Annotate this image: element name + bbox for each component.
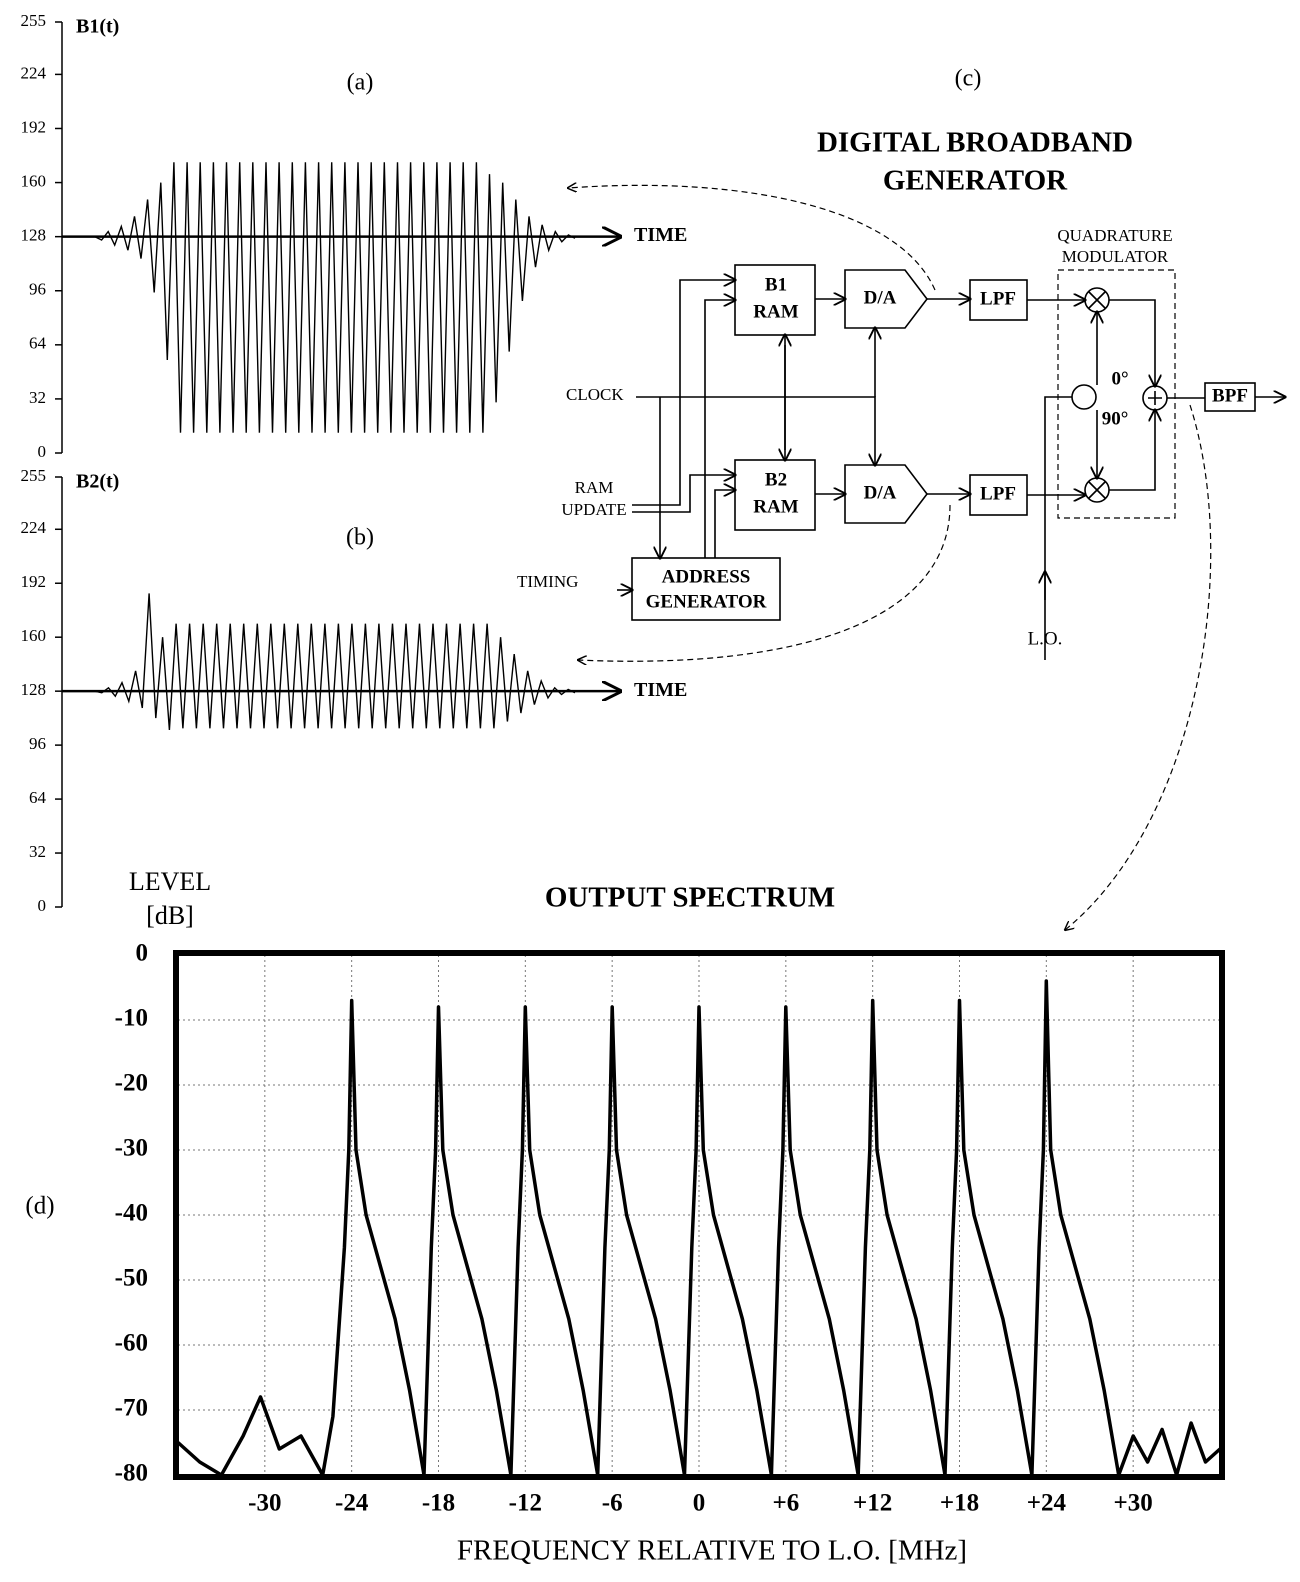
waveform bbox=[94, 162, 576, 433]
x-axis-label: FREQUENCY RELATIVE TO L.O. [MHz] bbox=[457, 1535, 967, 1567]
block-label: B1 bbox=[765, 274, 787, 295]
x-axis-label: TIME bbox=[634, 224, 687, 246]
block-label: B2 bbox=[765, 469, 787, 490]
y-tick-label: 96 bbox=[29, 734, 46, 753]
dac-1 bbox=[844, 269, 929, 329]
y-tick-label: 0 bbox=[38, 442, 47, 461]
y-tick-label: -50 bbox=[115, 1265, 148, 1292]
x-tick-label: -30 bbox=[248, 1490, 281, 1517]
plot-frame bbox=[173, 950, 1225, 1480]
block-label: RAM bbox=[753, 301, 798, 322]
x-tick-label: -12 bbox=[509, 1490, 542, 1517]
y-axis-label: LEVEL bbox=[129, 867, 211, 896]
block-label: LPF bbox=[980, 288, 1016, 309]
input-label: TIMING bbox=[517, 572, 578, 591]
block-label: QUADRATURE bbox=[1057, 226, 1172, 245]
y-axis-label: B1(t) bbox=[76, 16, 119, 38]
block-label: GENERATOR bbox=[646, 591, 767, 612]
dashed-link bbox=[1065, 404, 1212, 930]
mixer-x bbox=[1088, 291, 1106, 309]
x-tick-label: +30 bbox=[1114, 1490, 1153, 1517]
input-label: RAM bbox=[575, 478, 614, 497]
y-tick-label: -40 bbox=[115, 1200, 148, 1227]
dac-2 bbox=[844, 464, 929, 524]
splitter bbox=[1071, 384, 1097, 410]
y-tick-label: -80 bbox=[115, 1460, 148, 1487]
x-tick-label: 0 bbox=[693, 1490, 706, 1517]
block-label: RAM bbox=[753, 496, 798, 517]
y-tick-label: -70 bbox=[115, 1395, 148, 1422]
dashed-link bbox=[578, 504, 951, 661]
y-tick-label: 128 bbox=[21, 226, 47, 245]
modulator-box bbox=[1057, 269, 1176, 519]
block-label: LPF bbox=[980, 483, 1016, 504]
y-tick-label: 224 bbox=[21, 63, 47, 82]
block-label: D/A bbox=[864, 287, 897, 308]
x-tick-label: -6 bbox=[602, 1490, 623, 1517]
y-tick-label: -20 bbox=[115, 1070, 148, 1097]
diagram-title: DIGITAL BROADBAND bbox=[817, 127, 1133, 159]
x-tick-label: +12 bbox=[853, 1490, 892, 1517]
y-tick-label: -30 bbox=[115, 1135, 148, 1162]
panel-label: (c) bbox=[955, 66, 982, 92]
x-tick-label: -18 bbox=[422, 1490, 455, 1517]
block-label: MODULATOR bbox=[1062, 247, 1169, 266]
chart-title: OUTPUT SPECTRUM bbox=[545, 882, 835, 914]
x-axis-label: TIME bbox=[634, 679, 687, 701]
dashed-link bbox=[568, 185, 936, 291]
y-tick-label: -10 bbox=[115, 1005, 148, 1032]
x-tick-label: +24 bbox=[1027, 1490, 1067, 1517]
block-label: ADDRESS bbox=[662, 566, 751, 587]
y-axis-label: [dB] bbox=[146, 901, 194, 930]
mixer-x bbox=[1088, 481, 1106, 499]
connections bbox=[617, 280, 1285, 660]
panel-label: (b) bbox=[346, 525, 374, 551]
phase-label: 0° bbox=[1111, 368, 1128, 389]
x-tick-label: -24 bbox=[335, 1490, 369, 1517]
y-tick-label: 160 bbox=[21, 626, 47, 645]
y-tick-label: 32 bbox=[29, 842, 46, 861]
block-label: D/A bbox=[864, 482, 897, 503]
y-tick-label: 160 bbox=[21, 171, 47, 190]
input-label: CLOCK bbox=[566, 385, 624, 404]
panel-label: (d) bbox=[25, 1193, 54, 1220]
y-tick-label: 128 bbox=[21, 680, 47, 699]
y-tick-label: 255 bbox=[21, 466, 47, 485]
y-tick-label: 32 bbox=[29, 388, 46, 407]
x-tick-label: +18 bbox=[940, 1490, 979, 1517]
y-tick-label: 96 bbox=[29, 280, 46, 299]
panel-label: (a) bbox=[347, 70, 374, 96]
input-label: UPDATE bbox=[561, 500, 626, 519]
y-axis-label: B2(t) bbox=[76, 471, 119, 493]
y-tick-label: 255 bbox=[21, 11, 47, 30]
y-tick-label: 192 bbox=[21, 117, 47, 136]
y-tick-label: 192 bbox=[21, 572, 47, 591]
y-tick-label: 224 bbox=[21, 518, 47, 537]
diagram: (c) DIGITAL BROADBAND GENERATOR B1 RAM B… bbox=[517, 66, 1285, 931]
diagram-title: GENERATOR bbox=[883, 165, 1068, 197]
block-label: BPF bbox=[1212, 385, 1248, 406]
y-tick-label: 0 bbox=[38, 896, 47, 915]
y-tick-label: 64 bbox=[29, 788, 47, 807]
y-tick-label: 0 bbox=[136, 940, 149, 967]
y-tick-label: -60 bbox=[115, 1330, 148, 1357]
combiner-plus bbox=[1148, 391, 1162, 405]
waveform bbox=[94, 593, 576, 730]
x-tick-label: +6 bbox=[772, 1490, 799, 1517]
phase-label: 90° bbox=[1102, 408, 1129, 429]
y-tick-label: 64 bbox=[29, 334, 47, 353]
